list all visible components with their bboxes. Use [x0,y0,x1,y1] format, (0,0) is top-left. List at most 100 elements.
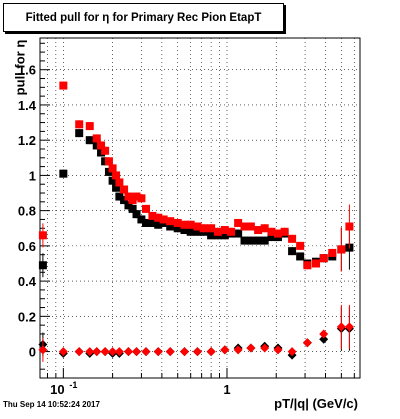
data-point [104,157,113,166]
data-point [312,259,321,268]
data-point [180,226,189,235]
data-point [173,218,182,227]
data-point [59,81,68,90]
data-point [234,229,243,238]
data-point [154,220,163,229]
data-point [227,227,236,236]
data-point [115,178,124,187]
chart-title: Fitted pull for η for Primary Rec Pion E… [25,11,262,24]
data-point [38,345,48,355]
data-point [206,347,216,357]
data-point [207,224,216,233]
data-point [287,347,297,357]
data-point [328,248,337,257]
y-tick-label: 1.2 [18,133,36,148]
data-point [246,236,255,245]
data-point [165,347,175,357]
data-point [112,171,121,180]
data-point [288,234,297,243]
data-point [137,215,146,224]
x-tick-label: 1 [223,382,230,397]
data-point [85,136,94,145]
data-point [240,236,249,245]
data-point [207,231,216,240]
data-point [92,134,101,143]
data-point [132,192,141,201]
data-point [92,347,102,357]
data-point [337,245,346,254]
data-point [273,345,283,355]
y-tick-label: 0.6 [18,239,36,254]
data-point [267,233,276,242]
data-point [273,229,282,238]
y-axis-label: pull for η [12,39,28,96]
data-point [148,218,157,227]
data-point [132,210,141,219]
data-point [115,192,124,201]
data-point [85,122,94,131]
data-point [260,224,269,233]
data-point [74,347,84,357]
data-point [142,218,151,227]
data-point [336,322,346,332]
data-point [199,224,208,233]
data-point [148,211,157,220]
chart-title-box: Fitted pull for η for Primary Rec Pion E… [3,3,284,32]
data-point [38,261,47,270]
data-point [254,226,263,235]
data-point [302,338,312,348]
data-point [240,222,249,231]
data-point [319,334,329,344]
data-point [100,347,110,357]
data-point [345,222,354,231]
data-point [124,201,133,210]
data-point [186,227,195,236]
data-point [137,194,146,203]
y-tick-label: 1.4 [18,98,37,113]
data-point [58,347,68,357]
data-point [180,220,189,229]
data-point [260,343,270,353]
data-point [85,347,95,357]
data-point [166,217,175,226]
data-point [213,227,222,236]
x-axis-label: pT/|q| (GeV/c) [274,396,358,411]
data-point [233,345,243,355]
data-point [108,164,117,173]
data-point [186,220,195,229]
data-point [132,347,142,357]
data-point [193,227,202,236]
data-point [108,347,118,357]
x-tick-label-exponent: -1 [69,380,77,390]
data-point [193,222,202,231]
data-point [123,347,133,357]
data-point [141,347,151,357]
data-point [75,120,84,129]
y-tick-label: 0 [29,345,36,360]
data-point [246,222,255,231]
data-point [288,247,297,256]
data-point [120,196,129,205]
data-point [296,252,305,261]
data-point [220,226,229,235]
y-tick-label: 1.6 [18,63,36,78]
data-point [296,241,305,250]
data-point [267,227,276,236]
data-point [97,141,106,150]
data-point [192,347,202,357]
y-tick-label: 0.2 [18,309,36,324]
data-point [220,345,230,355]
y-tick-label: 0.4 [18,274,37,289]
data-point [59,169,68,178]
x-tick-label: 10 [50,382,64,397]
data-point [319,329,329,339]
data-point [114,347,124,357]
data-point [128,204,137,213]
data-point [97,148,106,157]
data-point [142,204,151,213]
data-point [234,218,243,227]
data-point [260,236,269,245]
data-point [124,192,133,201]
